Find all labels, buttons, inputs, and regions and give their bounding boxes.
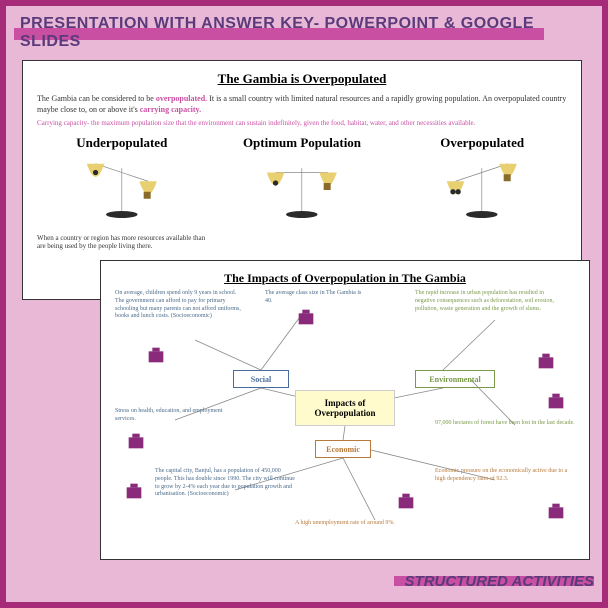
infographic-icon [395, 490, 417, 517]
infographic-icon [535, 350, 557, 377]
slide2-title: The Impacts of Overpopulation in The Gam… [115, 271, 575, 286]
slide-2: The Impacts of Overpopulation in The Gam… [100, 260, 590, 560]
infographic-icon [145, 344, 167, 371]
mindmap-text: A high unemployment rate of around 9%. [295, 520, 445, 528]
col-under-h: Underpopulated [37, 135, 207, 151]
title-text: PRESENTATION WITH ANSWER KEY- POWERPOINT… [20, 15, 588, 51]
mindmap-text: Economic pressure on the economically ac… [435, 468, 575, 484]
cat-env: Environmental [415, 370, 495, 388]
col-over-h: Overpopulated [397, 135, 567, 151]
cat-social: Social [233, 370, 289, 388]
mindmap-text: Stress on health, education, and employm… [115, 408, 225, 424]
slide1-title: The Gambia is Overpopulated [37, 71, 567, 87]
mindmap-text: The average class size in The Gambia is … [265, 290, 365, 306]
carrying-def: Carrying capacity- the maximum populatio… [37, 119, 567, 127]
mindmap-text: The capital city, Banjul, has a populati… [155, 468, 295, 499]
center-box: Impacts of Overpopulation [295, 390, 395, 426]
col-optimum: Optimum Population [217, 135, 387, 250]
footer-text: STRUCTURED ACTIVITIES [405, 573, 594, 590]
infographic-icon [545, 500, 567, 527]
infographic-icon [125, 430, 147, 457]
mindmap-text: On average, children spend only 9 years … [115, 290, 245, 321]
intro-hl: overpopulated. [156, 94, 207, 103]
cat-eco: Economic [315, 440, 371, 458]
footer-banner: STRUCTURED ACTIVITIES [405, 566, 594, 596]
col-over: Overpopulated [397, 135, 567, 250]
col-under-cap: When a country or region has more resour… [37, 234, 207, 250]
col-under: Underpopulated When a country or region … [37, 135, 207, 250]
col-opt-h: Optimum Population [217, 135, 387, 151]
title-banner: PRESENTATION WITH ANSWER KEY- POWERPOINT… [14, 14, 594, 52]
infographic-icon [123, 480, 145, 507]
mindmap-text: 97,000 hectares of forest have been lost… [435, 420, 575, 428]
scale-icon-left [37, 155, 207, 225]
slide1-intro: The Gambia can be considered to be overp… [37, 93, 567, 115]
infographic-icon [545, 390, 567, 417]
mindmap: Impacts of Overpopulation Social Environ… [115, 290, 575, 550]
population-row: Underpopulated When a country or region … [37, 135, 567, 250]
scale-icon-right [397, 155, 567, 225]
intro-c: carrying capacity. [140, 105, 201, 114]
mindmap-text: The rapid increase in urban population h… [415, 290, 565, 313]
infographic-icon [295, 306, 317, 333]
scale-icon-mid [217, 155, 387, 225]
intro-a: The Gambia can be considered to be [37, 94, 156, 103]
